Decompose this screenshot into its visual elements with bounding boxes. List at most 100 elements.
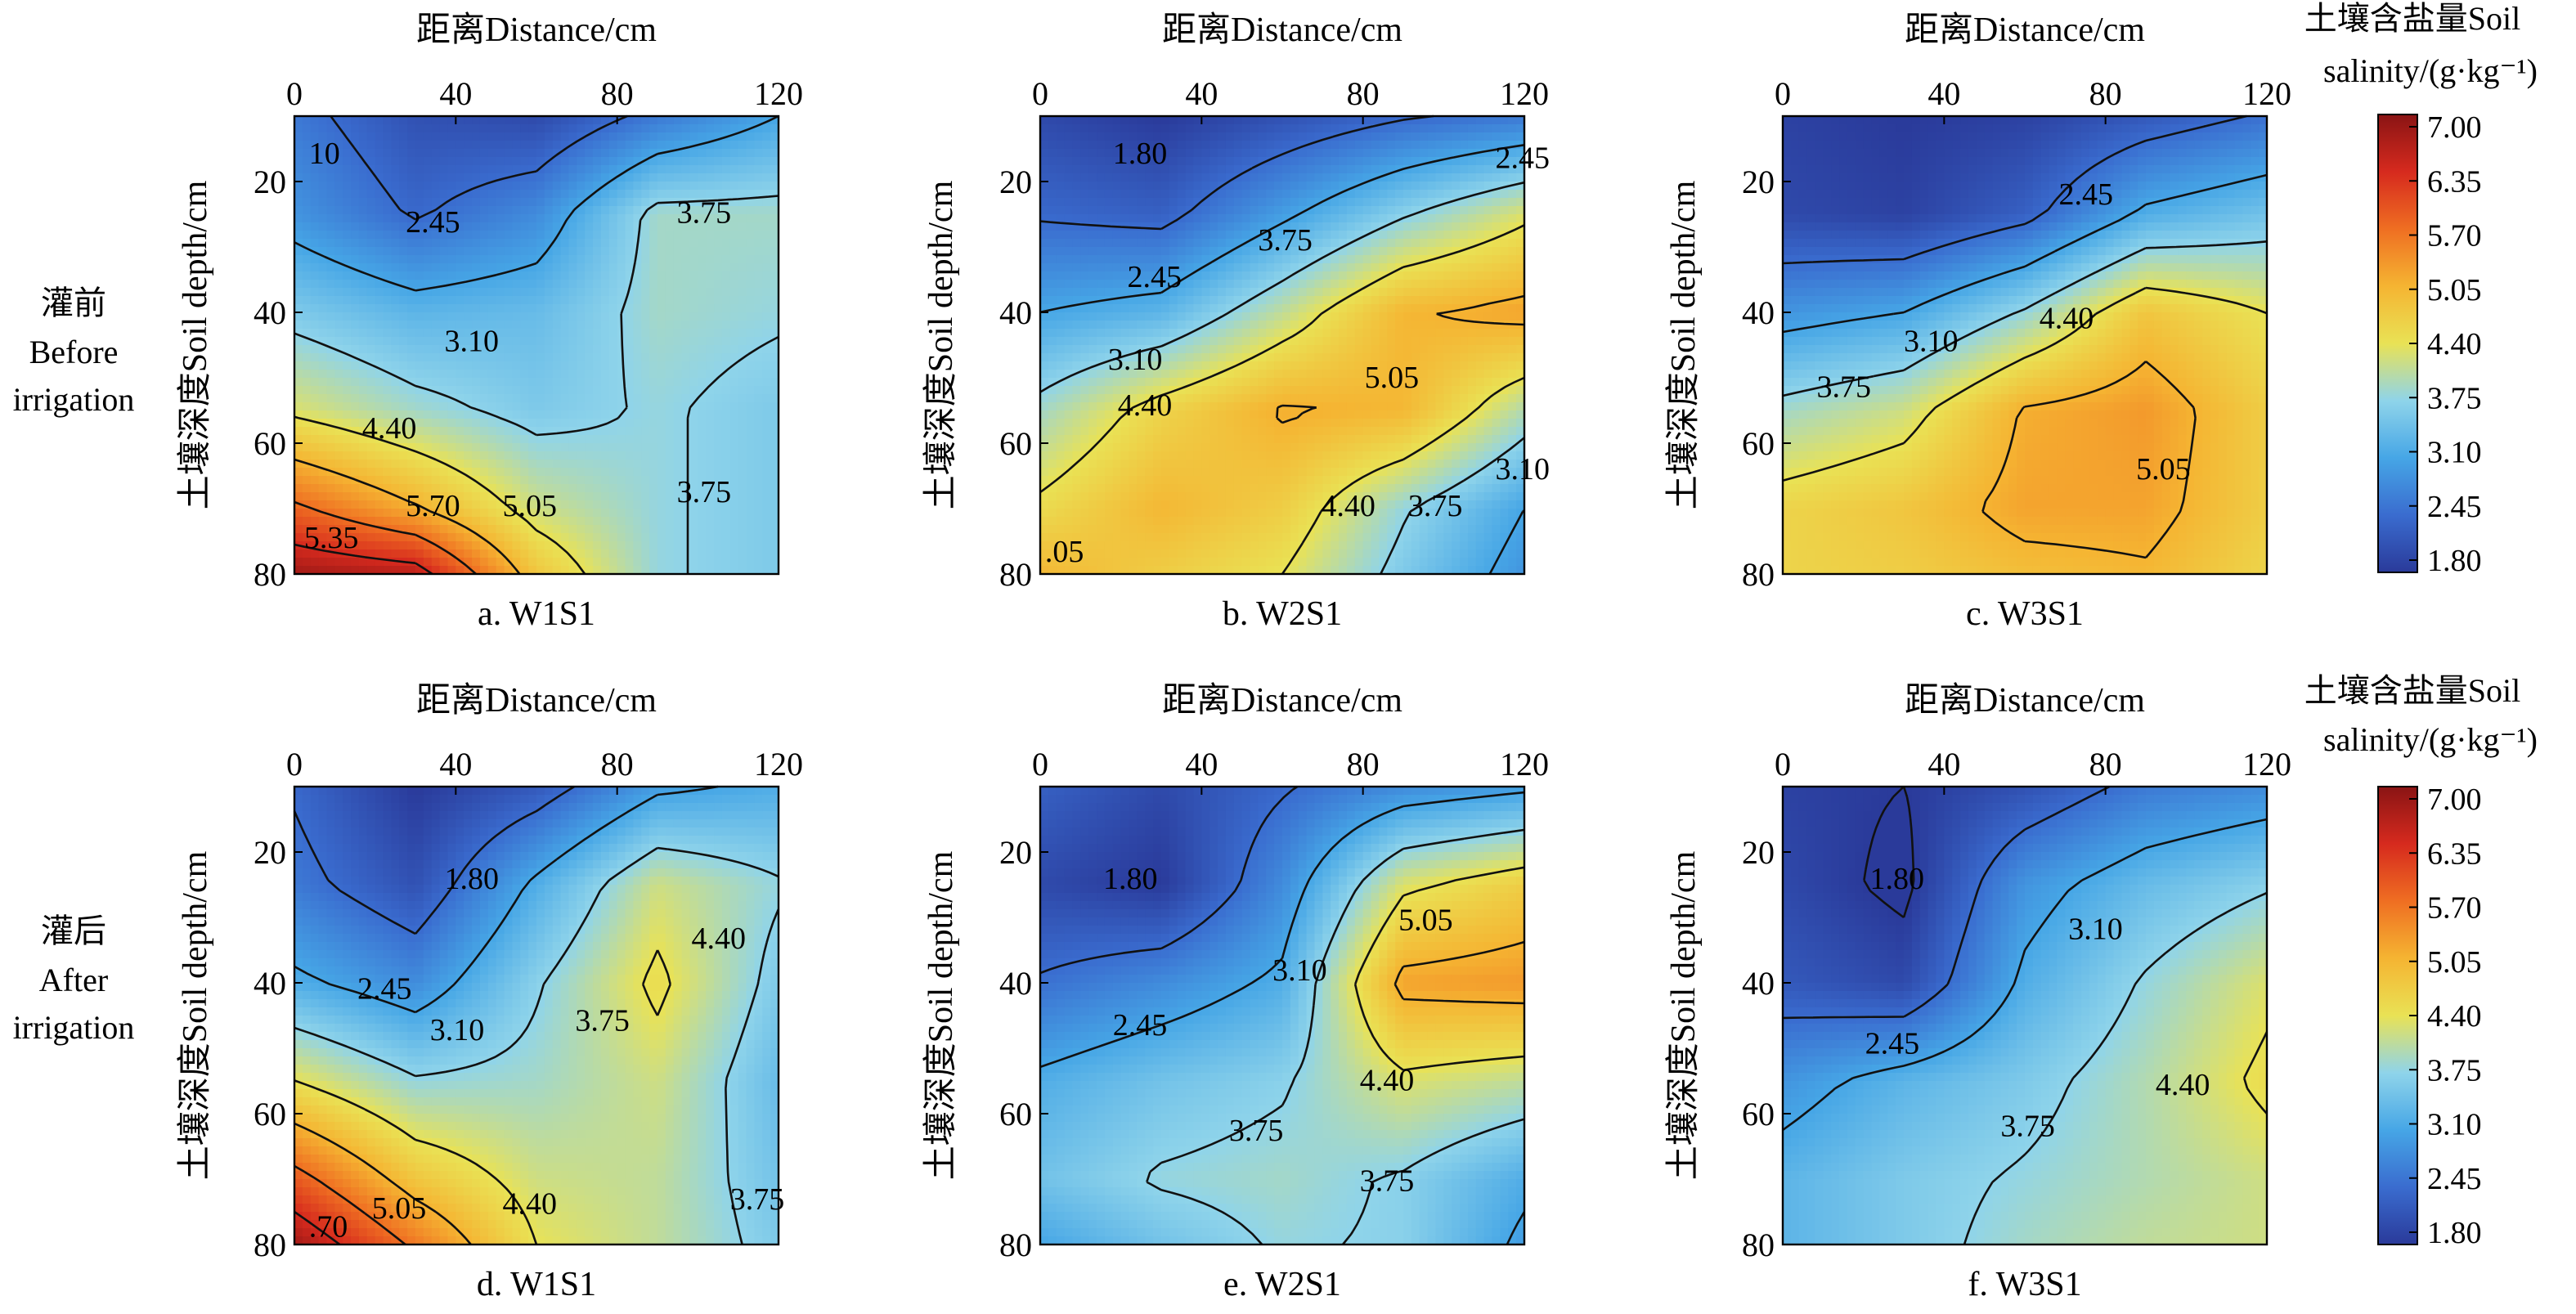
heatmap-cell (649, 492, 657, 501)
heatmap-cell (1347, 247, 1355, 256)
heatmap-cell (568, 173, 577, 182)
heatmap-cell (747, 116, 755, 125)
heatmap-cell (585, 443, 593, 452)
heatmap-cell (1314, 296, 1322, 305)
heatmap-cell (1057, 124, 1065, 133)
heatmap-cell (294, 312, 303, 321)
heatmap-cell (1097, 321, 1105, 330)
heatmap-cell (553, 173, 561, 182)
heatmap-cell (626, 476, 634, 485)
heatmap-cell (1040, 271, 1048, 280)
heatmap-cell (520, 239, 528, 248)
heatmap-cell (415, 427, 424, 436)
heatmap-cell (375, 312, 384, 321)
heatmap-cell (682, 386, 690, 395)
heatmap-cell (1266, 263, 1274, 272)
heatmap-cell (1314, 165, 1322, 174)
heatmap-cell (1387, 124, 1395, 133)
panel-a: 102.453.103.754.405.70 5.05 3.755.350 40 80 1… (176, 11, 803, 633)
heatmap-cell (294, 525, 303, 534)
heatmap-cell (762, 214, 770, 223)
heatmap-cell (440, 370, 448, 379)
heatmap-cell (641, 419, 649, 428)
heatmap-cell (545, 549, 553, 558)
heatmap-cell (722, 263, 730, 272)
heatmap-cell (1169, 149, 1178, 158)
heatmap-cell (367, 500, 375, 509)
heatmap-cell (553, 198, 561, 207)
heatmap-cell (1186, 247, 1194, 256)
heatmap-cell (754, 525, 762, 534)
heatmap-cell (399, 247, 407, 256)
heatmap-cell (303, 288, 311, 297)
heatmap-cell (367, 255, 375, 264)
heatmap-cell (674, 271, 682, 280)
heatmap-cell (601, 443, 609, 452)
heatmap-cell (730, 443, 738, 452)
heatmap-cell (593, 304, 601, 313)
heatmap-cell (747, 214, 755, 223)
heatmap-cell (536, 370, 545, 379)
heatmap-cell (303, 361, 311, 370)
heatmap-cell (528, 214, 536, 223)
heatmap-cell (698, 361, 706, 370)
heatmap-cell (601, 345, 609, 354)
heatmap-cell (649, 288, 657, 297)
heatmap-cell (747, 231, 755, 240)
heatmap-cell (682, 443, 690, 452)
heatmap-cell (512, 460, 520, 469)
heatmap-cell (1048, 206, 1057, 215)
heatmap-cell (1435, 132, 1443, 141)
heatmap-cell (1411, 304, 1420, 313)
heatmap-cell (689, 525, 698, 534)
heatmap-cell (1420, 149, 1428, 158)
heatmap-cell (738, 509, 747, 518)
heatmap-cell (730, 484, 738, 493)
heatmap-cell (520, 353, 528, 362)
heatmap-cell (1153, 214, 1161, 223)
heatmap-cell (343, 296, 351, 305)
heatmap-cell (464, 378, 472, 387)
heatmap-cell (657, 549, 666, 558)
heatmap-cell (1403, 239, 1411, 248)
heatmap-cell (1234, 222, 1242, 231)
heatmap-cell (762, 231, 770, 240)
heatmap-cell (447, 451, 456, 460)
heatmap-cell (609, 509, 617, 518)
heatmap-cell (496, 116, 505, 125)
heatmap-cell (617, 451, 626, 460)
heatmap-cell (593, 370, 601, 379)
heatmap-cell (536, 476, 545, 485)
heatmap-cell (1371, 214, 1380, 223)
heatmap-cell (528, 280, 536, 289)
row-label-before: 灌前 Before irrigation (13, 285, 135, 418)
heatmap-cell (447, 558, 456, 567)
heatmap-cell (1057, 247, 1065, 256)
heatmap-cell (424, 182, 432, 191)
heatmap-cell (714, 182, 722, 191)
heatmap-cell (1484, 288, 1492, 297)
heatmap-cell (714, 141, 722, 150)
heatmap-cell (1379, 141, 1387, 150)
heatmap-cell (1476, 206, 1484, 215)
heatmap-cell (577, 549, 585, 558)
heatmap-cell (464, 386, 472, 395)
heatmap-cell (303, 321, 311, 330)
heatmap-cell (512, 304, 520, 313)
heatmap-cell (456, 304, 464, 313)
heatmap-cell (1476, 263, 1484, 272)
heatmap-cell (1226, 198, 1234, 207)
heatmap-cell (641, 132, 649, 141)
heatmap-cell (706, 541, 714, 550)
heatmap-cell (633, 443, 641, 452)
heatmap-cell (1500, 288, 1508, 297)
heatmap-cell (617, 517, 626, 526)
heatmap-cell (1468, 182, 1476, 191)
heatmap-cell (545, 141, 553, 150)
heatmap-cell (722, 149, 730, 158)
heatmap-cell (1040, 321, 1048, 330)
heatmap-cell (447, 378, 456, 387)
heatmap-cell (1226, 165, 1234, 174)
heatmap-cell (488, 460, 496, 469)
heatmap-cell (512, 402, 520, 411)
